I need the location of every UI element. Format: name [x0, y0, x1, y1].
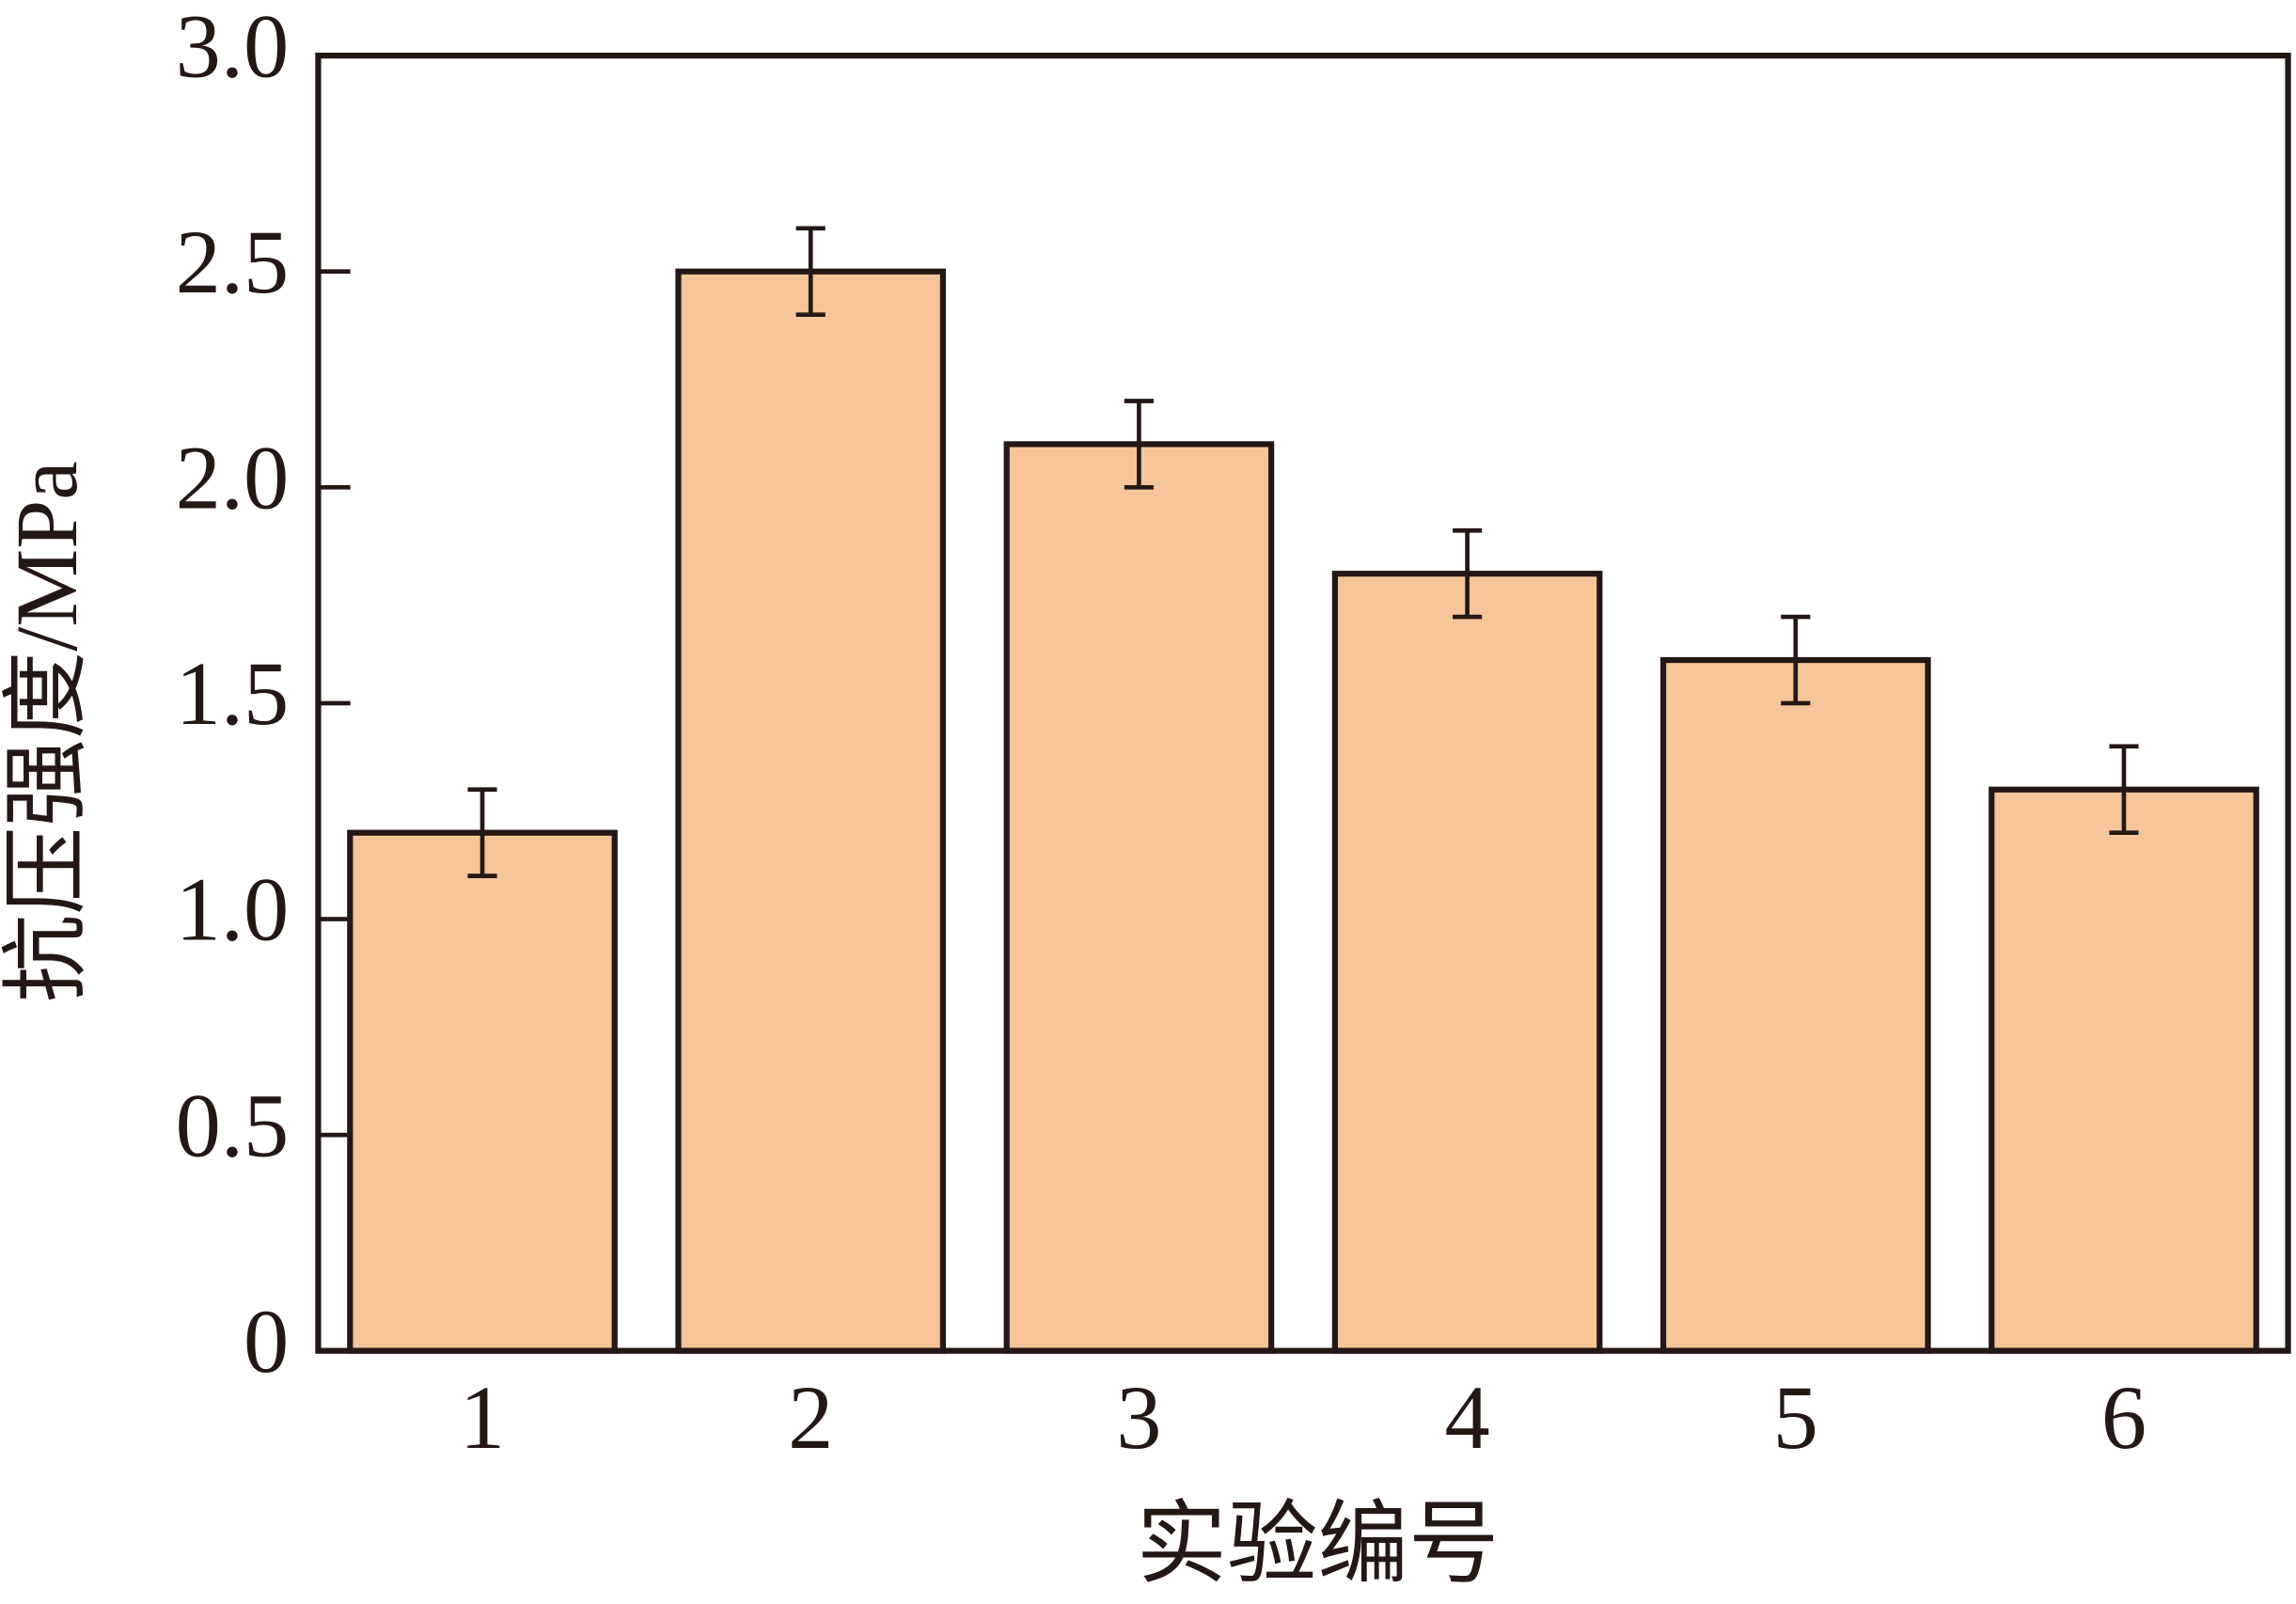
bar — [675, 268, 947, 1354]
error-bar — [2109, 744, 2139, 836]
error-bar — [1453, 527, 1483, 620]
y-tick-label: 1.0 — [176, 859, 290, 960]
y-tick-label: 2.0 — [176, 427, 290, 527]
error-bar — [1781, 614, 1811, 706]
x-tick-label: 2 — [788, 1367, 833, 1468]
x-axis-label: 实验编号 — [1137, 1494, 1500, 1595]
bar — [1003, 441, 1275, 1354]
error-bar — [1124, 399, 1154, 490]
bar — [1989, 786, 2259, 1354]
x-tick-label: 3 — [1116, 1367, 1161, 1468]
error-bar — [467, 787, 497, 878]
x-tick-label: 4 — [1444, 1367, 1489, 1468]
y-tick-label: 1.5 — [176, 643, 290, 744]
y-tick-label: 0.5 — [176, 1075, 290, 1175]
error-bar — [795, 226, 826, 317]
bar — [1331, 571, 1603, 1354]
bar — [347, 829, 618, 1354]
x-tick-label: 1 — [460, 1367, 505, 1468]
y-tick-label: 0 — [244, 1291, 289, 1392]
y-tick-label: 3.0 — [176, 0, 290, 96]
x-tick-label: 5 — [1773, 1367, 1818, 1468]
plot-frame — [315, 53, 2291, 1354]
y-axis-label: 抗压强度/MPa — [0, 461, 96, 1002]
y-tick-label: 2.5 — [176, 212, 290, 312]
bar — [1659, 656, 1931, 1354]
x-tick-label: 6 — [2101, 1367, 2147, 1468]
